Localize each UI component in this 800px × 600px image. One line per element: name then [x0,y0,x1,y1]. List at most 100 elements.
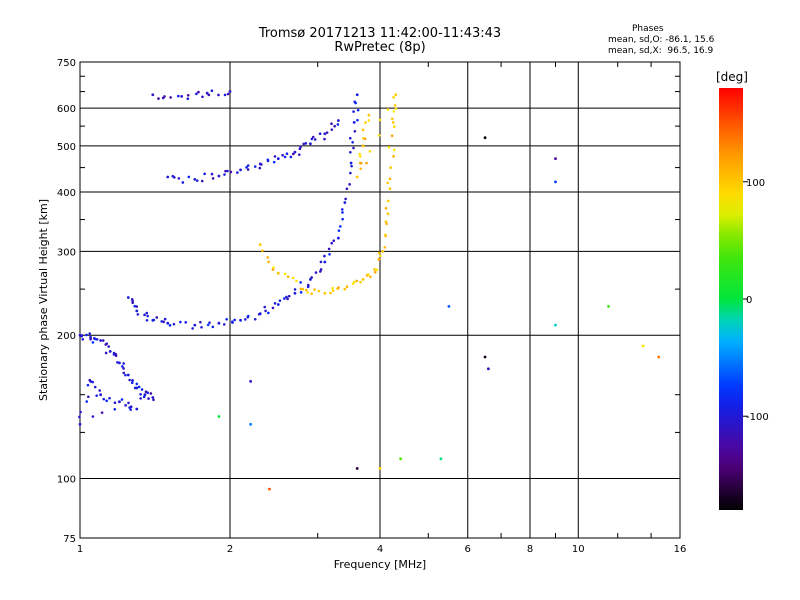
data-point [554,157,557,161]
data-point [285,295,288,299]
data-point [392,110,396,113]
data-point [386,199,390,203]
data-point [88,378,92,382]
data-point [367,113,371,117]
data-point [142,395,146,399]
data-point [89,335,92,339]
data-point [399,457,403,461]
data-point [217,174,221,178]
data-point [166,321,170,325]
data-point [79,410,82,414]
y-tick-label: 600 [57,104,76,115]
data-point [195,179,199,182]
data-point [127,401,130,405]
data-point [118,361,121,365]
data-point [278,299,282,302]
data-point [193,178,197,181]
data-point [389,166,392,170]
data-point [131,379,134,382]
data-point [135,382,139,386]
data-point [260,163,263,166]
data-point [394,107,398,110]
data-point [86,383,90,387]
data-point [162,320,165,324]
data-point [263,305,267,309]
data-point [133,386,137,390]
data-point [258,166,262,170]
data-point [133,304,136,308]
data-point [272,160,276,164]
data-point [179,320,182,324]
data-point [231,320,234,324]
data-point [145,311,149,315]
data-point [313,288,316,291]
data-point [328,252,331,256]
y-tick-label: 750 [57,58,76,69]
data-point [172,322,176,326]
data-point [253,317,257,321]
data-point [276,157,280,161]
data-point [264,309,267,313]
data-point [285,152,289,156]
data-point [104,351,108,355]
data-point [358,155,362,158]
data-point [95,394,98,397]
data-point [341,211,344,214]
data-point [319,260,323,264]
data-point [309,278,312,281]
data-point [387,146,391,149]
data-point [337,286,340,289]
data-point [390,134,394,138]
data-point [350,164,353,168]
data-point [361,144,365,148]
data-point [223,173,226,176]
data-point [483,355,487,359]
y-axis-label: Stationary phase Virtual Height [km] [37,199,50,401]
data-point [193,323,197,327]
data-point [246,314,250,318]
data-point [378,118,382,122]
data-point [180,95,184,98]
data-point [367,119,371,122]
data-point [210,89,214,93]
data-point [195,92,198,96]
data-point [268,487,271,491]
data-point [130,381,134,385]
data-point [355,175,359,179]
data-point [388,187,392,191]
data-point [124,404,127,407]
data-point [99,393,103,397]
data-point [364,121,367,124]
data-point [197,90,200,94]
data-point [338,225,342,228]
data-point [289,155,293,159]
data-point [199,320,202,324]
data-point [386,212,390,216]
data-point [100,411,104,414]
x-tick-label: 4 [377,544,383,555]
data-point [126,296,130,299]
data-point [352,146,355,150]
data-point [91,415,95,418]
y-tick-label: 400 [57,188,76,199]
data-point [483,136,487,140]
data-point [349,171,352,175]
data-point [131,301,134,305]
data-point [323,132,327,136]
data-point [384,206,388,210]
data-point [355,279,359,283]
data-point [143,313,146,317]
data-point [173,176,176,179]
data-point [392,148,396,152]
data-point [353,280,356,284]
data-point [305,288,308,292]
data-point [392,96,395,99]
data-point [355,467,359,470]
data-point [228,90,232,93]
colorbar-label: [deg] [716,70,748,84]
data-point [329,291,332,295]
data-point [323,291,327,295]
data-point [245,166,248,169]
x-tick-label: 2 [227,544,233,555]
x-tick-label: 10 [572,544,585,555]
